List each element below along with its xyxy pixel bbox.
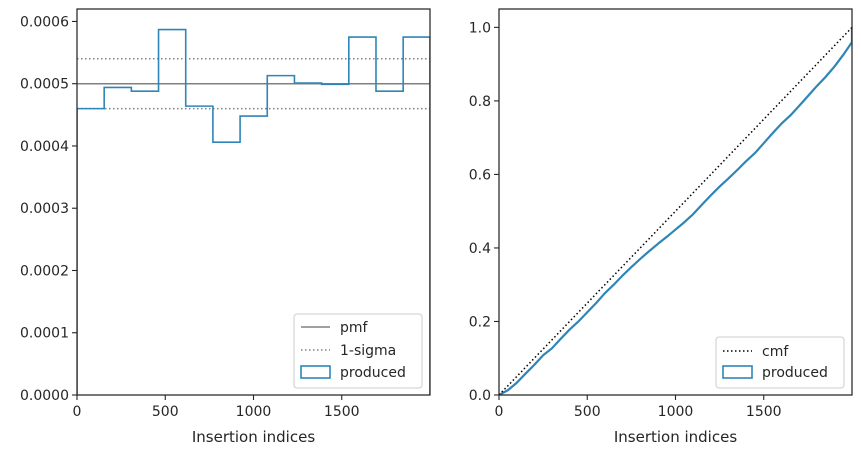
y-tick-label: 0.6 — [469, 167, 491, 183]
legend-label-produced: produced — [762, 365, 828, 381]
y-tick-label: 0.0001 — [20, 326, 69, 342]
produced-histogram — [77, 28, 430, 395]
legend-1: pmf 1-sigma produced — [293, 313, 423, 389]
legend-label-sigma: 1-sigma — [340, 343, 396, 359]
x-tick-label: 0 — [73, 404, 82, 420]
x-tick-label: 1000 — [236, 404, 272, 420]
legend-box — [715, 336, 845, 389]
x-tick-label: 500 — [574, 404, 601, 420]
y-tick-label: 0.0 — [469, 388, 491, 404]
y-tick-label: 0.0005 — [20, 77, 69, 93]
x-axis-label: Insertion indices — [614, 428, 737, 446]
y-tick-label: 0.4 — [469, 241, 491, 257]
y-tick-label: 0.0003 — [20, 201, 69, 217]
y-tick-label: 0.0004 — [20, 139, 69, 155]
x-tick-label: 1500 — [324, 404, 360, 420]
legend-handle-produced — [300, 365, 331, 379]
plot-area-1 — [77, 28, 430, 395]
legend-label-cmf: cmf — [762, 344, 789, 360]
y-tick-label: 0.0000 — [20, 388, 69, 404]
x-tick-label: 500 — [152, 404, 179, 420]
axes-1: 0 500 1000 1500 0.0000 0.0001 0.0002 0.0003 0.00… — [20, 14, 360, 446]
axes-2: 0 500 1000 1500 0.0 0.2 0.4 0.6 0.8 1.0 Insertion … — [469, 20, 782, 446]
y-tick-label: 0.0006 — [20, 14, 69, 30]
x-tick-label: 1500 — [746, 404, 782, 420]
y-tick-label: 1.0 — [469, 20, 491, 36]
legend-handle-produced — [722, 365, 753, 379]
legend-label-produced: produced — [340, 365, 406, 381]
plot-area-2 — [499, 26, 852, 395]
x-axis-label: Insertion indices — [192, 428, 315, 446]
legend-box — [293, 313, 423, 389]
y-tick-label: 0.0002 — [20, 263, 69, 279]
legend-2: cmf produced — [715, 336, 845, 389]
y-tick-label: 0.8 — [469, 94, 491, 110]
y-tick-label: 0.2 — [469, 314, 491, 330]
produced-cmf-line — [499, 27, 852, 395]
legend-label-pmf: pmf — [340, 320, 369, 336]
cmf-line — [499, 26, 852, 395]
x-tick-label: 0 — [495, 404, 504, 420]
x-tick-label: 1000 — [658, 404, 694, 420]
